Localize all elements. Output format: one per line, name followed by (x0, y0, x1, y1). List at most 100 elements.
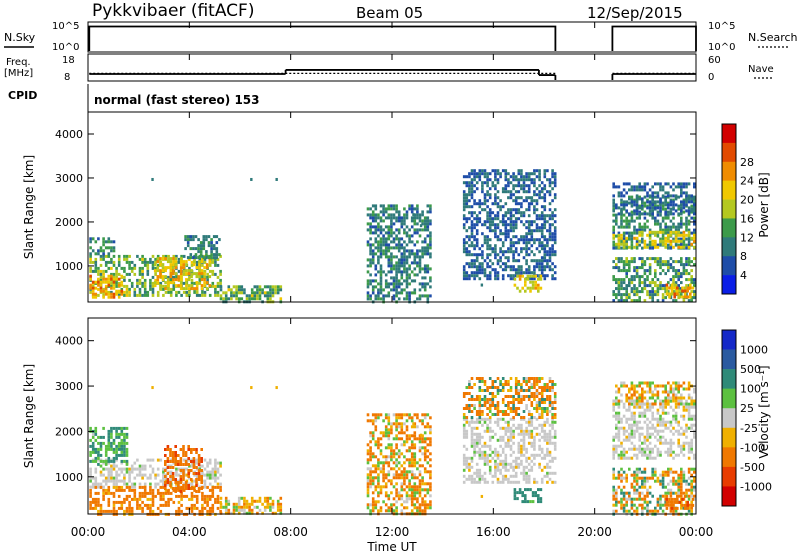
velocity-cell-1195 (416, 413, 419, 417)
power-cell-990 (395, 243, 398, 247)
velocity-cell-200 (193, 479, 196, 483)
velocity-cell-482 (206, 497, 209, 501)
power-cell-1964 (553, 184, 557, 188)
power-cell-2547 (674, 197, 678, 201)
velocity-cell-1422 (486, 462, 489, 466)
velocity-cell-1012 (390, 482, 393, 486)
power-cell-715 (245, 297, 249, 301)
power-cell-1460 (488, 223, 492, 227)
power-cell-586 (94, 240, 98, 244)
velocity-cell-1685 (548, 435, 552, 439)
power-cell-1035 (400, 255, 404, 259)
velocity-cell-1375 (475, 474, 479, 478)
velocity-cell-1750 (478, 386, 482, 389)
power-cell-710 (240, 297, 244, 301)
velocity-cell-1014 (390, 503, 393, 507)
power-cell-633 (197, 247, 200, 251)
power-cell-1529 (496, 271, 500, 275)
velocity-cell-1279 (426, 488, 430, 492)
power-cell-1516 (496, 196, 500, 200)
velocity-cell-476 (203, 494, 207, 498)
power-ytick-label-2: 3000 (55, 172, 83, 185)
velocity-cell-1699 (551, 441, 554, 445)
velocity-cell-713 (115, 435, 118, 439)
power-cell-503 (174, 260, 178, 264)
velocity-cell-625 (197, 463, 201, 466)
velocity-cell-880 (371, 419, 375, 423)
power-cell-1116 (410, 279, 414, 283)
velocity-cell-1126 (405, 497, 409, 501)
velocity-cell-1305 (462, 426, 466, 430)
velocity-cell-1877 (520, 401, 523, 404)
velocity-cell-1404 (483, 441, 487, 445)
power-cell-1435 (486, 214, 489, 218)
power-cell-687 (227, 285, 231, 289)
velocity-cell-1535 (512, 459, 515, 463)
power-cell-1020 (397, 267, 401, 271)
power-cell-2545 (674, 185, 678, 189)
power-cell-578 (208, 275, 212, 279)
velocity-cell-871 (369, 473, 372, 477)
velocity-cell-1735 (470, 398, 474, 401)
velocity-cell-180 (185, 467, 189, 471)
velocity-cell-612 (192, 472, 196, 475)
velocity-cell-379 (149, 497, 152, 501)
velocity-cell-1743 (475, 377, 479, 380)
power-cell-2095 (630, 237, 634, 241)
velocity-cell-1648 (540, 423, 544, 427)
velocity-cell-1776 (486, 398, 489, 401)
freq-left-bottom: 8 (64, 72, 70, 83)
power-cell-1483 (491, 262, 495, 266)
velocity-cell-1059 (397, 422, 401, 426)
power-cell-901 (382, 297, 385, 301)
velocity-cell-328 (125, 485, 129, 489)
power-cell-627 (194, 235, 198, 239)
velocity-cell-1871 (517, 413, 521, 416)
power-cell-2563 (682, 182, 686, 186)
velocity-cell-79 (125, 482, 129, 486)
velocity-cell-1832 (507, 383, 510, 386)
power-cell-2741 (654, 269, 657, 273)
velocity-cell-1825 (504, 380, 508, 383)
power-cell-454 (156, 260, 160, 264)
power-cell-727 (253, 297, 257, 301)
power-cell-240 (169, 278, 173, 282)
velocity-cell-1838 (507, 413, 510, 416)
power-cell-303 (190, 281, 194, 285)
velocity-cell-812 (258, 499, 262, 503)
power-cell-1804 (533, 241, 536, 245)
velocity-cell-127 (156, 458, 160, 462)
power-cell-1381 (478, 220, 482, 224)
velocity-cell-331 (125, 506, 129, 510)
velocity-cell-324 (123, 497, 126, 501)
power-cell-1909 (546, 241, 549, 245)
velocity-cell-582 (182, 478, 185, 481)
power-cell-1411 (483, 193, 487, 197)
power-cell-63 (110, 272, 113, 276)
power-cell-262 (177, 257, 181, 261)
velocity-cell-1218 (418, 470, 422, 474)
velocity-cell-1440 (491, 456, 495, 460)
power-cell-406 (97, 283, 100, 287)
power-cell-263 (177, 260, 181, 264)
power-cell-1342 (473, 244, 476, 248)
velocity-cell-1345 (470, 456, 474, 460)
velocity-cell-663 (97, 435, 100, 439)
velocity-cell-1981 (551, 413, 554, 416)
power-cell-522 (179, 287, 183, 291)
velocity-cell-1307 (462, 432, 466, 436)
velocity-cell-699 (110, 441, 113, 445)
power-cell-1307 (470, 187, 474, 191)
velocity-cell-246 (214, 476, 217, 480)
power-cell-280 (182, 269, 186, 273)
velocity-cell-1263 (423, 494, 427, 498)
power-cell-47 (104, 254, 108, 258)
power-cell-1387 (478, 271, 482, 275)
power-cell-1484 (491, 268, 495, 272)
velocity-cell-692 (107, 447, 111, 451)
power-cell-2393 (674, 239, 678, 243)
velocity-cell-1721 (465, 404, 469, 407)
velocity-cell-1554 (517, 450, 521, 454)
power-cell-1594 (507, 223, 510, 227)
velocity-cell-1894 (527, 380, 531, 383)
